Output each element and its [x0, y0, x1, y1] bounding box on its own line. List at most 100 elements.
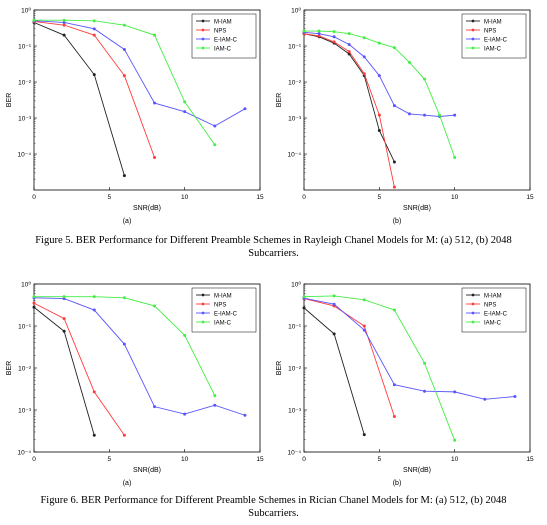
data-point-e-iam-c — [347, 43, 351, 47]
legend-marker — [201, 293, 205, 297]
series-line-iam-c — [303, 295, 456, 441]
x-axis-label: SNR(dB) — [403, 205, 431, 212]
x-tick-label: 5 — [378, 194, 382, 201]
y-tick-label: 10⁰ — [291, 281, 301, 289]
data-point-nps — [377, 113, 381, 117]
data-point-e-iam-c — [423, 389, 427, 393]
data-point-iam-c — [423, 77, 427, 81]
sublabel-fig6b: (b) — [392, 480, 402, 487]
data-point-iam-c — [438, 113, 442, 117]
data-point-iam-c — [362, 298, 366, 302]
data-point-e-iam-c — [92, 308, 96, 312]
sublabel-fig6a: (a) — [122, 480, 132, 487]
chart-fig5a: 0 5 10 15 10⁰ 10⁻¹ 10⁻² 10⁻³ 10⁻⁴ SNR(dB) BER M-IAM… — [2, 2, 268, 214]
data-point-iam-c — [362, 36, 366, 40]
chart-fig6a: 0 5 10 15 10⁰ 10⁻¹ 10⁻² 10⁻³ 10⁻⁴ SNR(dB) BER M-IAM… — [2, 276, 268, 476]
legend-entry: NPS — [484, 302, 496, 308]
data-point-nps — [362, 324, 366, 328]
chart-fig6b-svg: 0 5 10 15 10⁰ 10⁻¹ 10⁻² 10⁻³ 10⁻⁴ SNR(dB) BER M-IAM… — [276, 281, 534, 475]
data-point-iam-c — [32, 18, 36, 22]
data-point-m-iam — [362, 433, 366, 437]
x-tick-label: 0 — [32, 456, 36, 463]
legend-entry: NPS — [214, 28, 226, 34]
legend-entry: IAM-C — [214, 46, 232, 52]
y-axis-label: BER — [276, 93, 283, 107]
data-point-iam-c — [32, 295, 36, 299]
legend-entry: M-IAM — [214, 19, 232, 25]
data-point-m-iam — [62, 329, 66, 333]
y-tick-label: 10⁰ — [21, 281, 31, 289]
legend-marker — [201, 302, 205, 306]
data-point-nps — [32, 301, 36, 305]
y-tick-label: 10⁻³ — [18, 116, 32, 123]
legend-entry: M-IAM — [214, 293, 232, 299]
legend-marker — [471, 311, 475, 315]
data-point-iam-c — [347, 32, 351, 36]
y-tick-label: 10⁰ — [21, 7, 31, 15]
x-tick-label: 10 — [451, 194, 459, 201]
data-point-e-iam-c — [243, 107, 247, 111]
x-tick-label: 10 — [181, 456, 189, 463]
data-point-iam-c — [62, 18, 66, 22]
data-point-iam-c — [213, 143, 217, 147]
data-point-iam-c — [453, 438, 457, 442]
data-point-e-iam-c — [377, 74, 381, 78]
data-point-nps — [392, 415, 396, 419]
data-point-e-iam-c — [213, 124, 217, 128]
data-point-e-iam-c — [122, 47, 126, 51]
legend-entry: M-IAM — [484, 19, 502, 25]
data-point-m-iam — [92, 73, 96, 77]
x-tick-label: 15 — [256, 456, 264, 463]
legend-marker — [201, 19, 205, 23]
chart-fig6b: 0 5 10 15 10⁰ 10⁻¹ 10⁻² 10⁻³ 10⁻⁴ SNR(dB) BER M-IAM… — [272, 276, 538, 476]
data-point-e-iam-c — [213, 403, 217, 407]
data-point-iam-c — [153, 33, 157, 37]
data-point-nps — [317, 34, 321, 38]
legend-entry: NPS — [484, 28, 496, 34]
data-point-e-iam-c — [392, 104, 396, 108]
x-tick-label: 0 — [32, 194, 36, 201]
data-point-nps — [122, 433, 126, 437]
data-point-nps — [122, 74, 126, 78]
y-tick-label: 10⁻¹ — [18, 44, 32, 51]
chart-fig5b-svg: 0 5 10 15 10⁰ 10⁻¹ 10⁻² 10⁻³ 10⁻⁴ SNR(dB) BER M-IAM… — [276, 7, 534, 213]
figure5-caption: Figure 5. BER Performance for Different … — [35, 235, 512, 259]
data-point-iam-c — [302, 29, 306, 33]
y-tick-label: 10⁻² — [18, 80, 32, 87]
data-point-iam-c — [377, 41, 381, 45]
data-point-iam-c — [317, 29, 321, 33]
data-point-m-iam — [92, 433, 96, 437]
y-tick-label: 10⁻³ — [288, 116, 302, 123]
x-tick-label: 15 — [526, 456, 534, 463]
y-axis-label: BER — [276, 361, 283, 375]
sublabel-fig5a: (a) — [122, 218, 132, 225]
x-tick-label: 10 — [451, 456, 459, 463]
y-tick-label: 10⁻² — [288, 80, 302, 87]
series-line-e-iam-c — [303, 297, 515, 400]
data-point-m-iam — [302, 306, 306, 310]
x-tick-label: 5 — [378, 456, 382, 463]
legend-marker — [471, 19, 475, 23]
y-tick-label: 10⁻¹ — [288, 44, 302, 51]
data-point-e-iam-c — [453, 390, 457, 394]
data-point-e-iam-c — [392, 383, 396, 387]
data-point-m-iam — [122, 174, 126, 178]
data-point-e-iam-c — [153, 101, 157, 105]
y-tick-label: 10⁻² — [288, 366, 302, 373]
data-point-iam-c — [213, 394, 217, 398]
legend-marker — [201, 37, 205, 41]
x-tick-label: 10 — [181, 194, 189, 201]
series-line-nps — [303, 298, 395, 417]
data-point-e-iam-c — [362, 328, 366, 332]
y-tick-label: 10⁻⁴ — [18, 152, 32, 159]
data-point-nps — [62, 317, 66, 321]
x-tick-label: 15 — [526, 194, 534, 201]
sublabel-fig5b: (b) — [392, 218, 402, 225]
legend-marker — [471, 293, 475, 297]
data-point-m-iam — [332, 332, 336, 336]
series-line-e-iam-c — [33, 297, 246, 416]
legend-marker — [201, 46, 205, 50]
data-point-e-iam-c — [513, 394, 517, 398]
data-point-iam-c — [122, 296, 126, 300]
legend-entry: M-IAM — [484, 293, 502, 299]
